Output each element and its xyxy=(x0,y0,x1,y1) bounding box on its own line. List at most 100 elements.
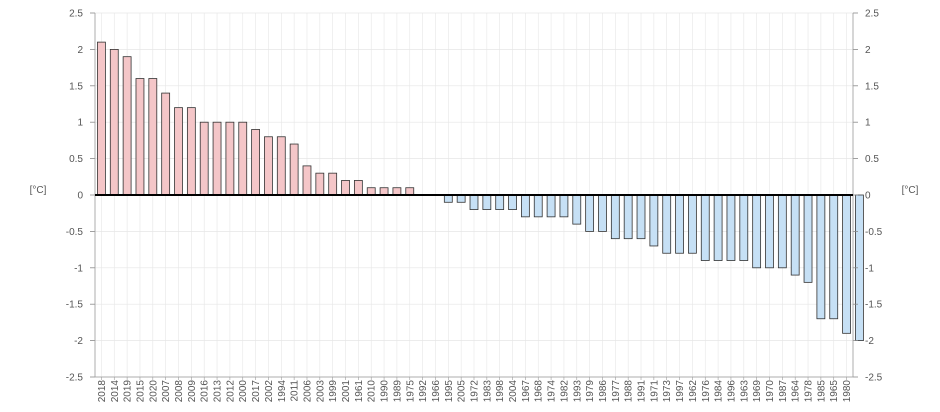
bar-1965 xyxy=(829,194,839,320)
x-tick-label-1991: 1991 xyxy=(637,380,648,403)
x-tick-label-1969: 1969 xyxy=(752,380,763,403)
y-tick-label-left: 1.5 xyxy=(69,81,83,92)
bar-2003 xyxy=(315,172,325,196)
bar-1973 xyxy=(662,194,672,254)
x-tick-label-1984: 1984 xyxy=(714,380,725,403)
x-tick-label-1982: 1982 xyxy=(559,380,570,403)
x-tick-label-1998: 1998 xyxy=(495,380,506,403)
bar-1979 xyxy=(585,194,595,232)
x-tick-label-1966: 1966 xyxy=(431,380,442,403)
x-tick-label-2008: 2008 xyxy=(174,380,185,403)
x-tick-label-2014: 2014 xyxy=(110,380,121,403)
bar-1998 xyxy=(495,194,505,210)
x-tick-label-2004: 2004 xyxy=(508,380,519,403)
bar-1985 xyxy=(816,194,826,320)
axes xyxy=(90,12,858,380)
bars xyxy=(97,41,864,342)
bar-1970 xyxy=(765,194,774,269)
x-tick-label-2012: 2012 xyxy=(225,380,236,403)
bar-1982 xyxy=(559,194,569,218)
bar-1961 xyxy=(353,180,363,196)
bar-1995 xyxy=(443,194,453,203)
x-tick-label-2013: 2013 xyxy=(213,380,224,403)
x-tick-label-1963: 1963 xyxy=(739,380,750,403)
y-tick-label-right: -2.5 xyxy=(865,373,883,384)
y-axis-unit-label-right: [°C] xyxy=(902,185,919,196)
x-tick-label-2016: 2016 xyxy=(200,380,211,403)
bar-1988 xyxy=(623,194,633,240)
y-tick-label-right: -2 xyxy=(865,336,874,347)
y-tick-label-right: -1.5 xyxy=(865,300,883,311)
x-tick-label-2017: 2017 xyxy=(251,380,262,403)
bar-1978 xyxy=(803,194,813,283)
y-axis-unit-label-left: [°C] xyxy=(30,185,47,196)
x-tick-label-1993: 1993 xyxy=(572,380,583,403)
x-tick-label-2001: 2001 xyxy=(341,380,352,403)
bar-1989 xyxy=(392,187,402,196)
bar-1971 xyxy=(649,194,659,247)
bar-1984 xyxy=(713,194,723,261)
x-tick-label-2010: 2010 xyxy=(367,380,378,403)
x-tick-label-1962: 1962 xyxy=(688,380,699,403)
x-tick-label-2019: 2019 xyxy=(123,380,134,403)
y-tick-label-right: 2 xyxy=(865,45,871,56)
y-tick-label-left: 2.5 xyxy=(69,9,83,20)
bar-2019 xyxy=(122,56,132,196)
x-tick-label-1997: 1997 xyxy=(675,380,686,403)
bar-1993 xyxy=(572,194,582,225)
y-tick-label-right: -1 xyxy=(865,263,874,274)
x-tick-label-1983: 1983 xyxy=(482,380,493,403)
bar-2015 xyxy=(135,78,145,196)
y-tick-label-right: -0.5 xyxy=(865,227,883,238)
x-tick-label-1961: 1961 xyxy=(354,380,365,403)
bar-2013 xyxy=(212,121,222,196)
x-tick-label-2015: 2015 xyxy=(135,380,146,403)
bar-1999 xyxy=(328,172,338,196)
y-tick-label-left: -2 xyxy=(74,336,83,347)
bar-1974 xyxy=(546,194,556,218)
x-tick-label-1973: 1973 xyxy=(662,380,673,403)
x-tick-label-1988: 1988 xyxy=(624,380,635,403)
bar-2000 xyxy=(238,121,248,196)
y-tick-label-right: 1 xyxy=(865,118,871,129)
y-tick-label-left: -1.5 xyxy=(66,300,84,311)
x-tick-label-1971: 1971 xyxy=(649,380,660,403)
y-tick-label-left: 2 xyxy=(77,45,83,56)
x-tick-label-1964: 1964 xyxy=(791,380,802,403)
bar-2017 xyxy=(251,129,260,196)
bar-1968 xyxy=(533,194,543,218)
y-tick-label-left: -1 xyxy=(74,263,83,274)
bar-2011 xyxy=(289,143,299,196)
x-tick-label-2020: 2020 xyxy=(148,380,159,403)
x-tick-label-1995: 1995 xyxy=(444,380,455,403)
x-tick-label-1994: 1994 xyxy=(277,380,288,403)
bar-1980 xyxy=(842,194,851,334)
bar-2020 xyxy=(148,78,158,196)
bar-2001 xyxy=(341,180,350,196)
x-tick-label-1978: 1978 xyxy=(804,380,815,403)
x-tick-label-1972: 1972 xyxy=(470,380,481,403)
x-tick-label-1980: 1980 xyxy=(842,380,853,403)
bar-2012 xyxy=(225,121,235,196)
x-tick-label-2002: 2002 xyxy=(264,380,275,403)
bar-2007 xyxy=(161,92,171,196)
bar-2018 xyxy=(97,41,106,196)
x-tick-label-1999: 1999 xyxy=(328,380,339,403)
x-tick-label-1987: 1987 xyxy=(778,380,789,403)
x-tick-label-1965: 1965 xyxy=(829,380,840,403)
bar-2004 xyxy=(508,194,517,210)
bar-2005 xyxy=(456,194,466,203)
bar-2014 xyxy=(109,49,119,196)
y-tick-label-left: 0.5 xyxy=(69,154,83,165)
bar-1962 xyxy=(688,194,697,254)
x-tick-label-1989: 1989 xyxy=(392,380,403,403)
x-tick-label-2018: 2018 xyxy=(97,380,108,403)
bar-2016 xyxy=(199,121,209,196)
x-tick-label-1967: 1967 xyxy=(521,380,532,403)
x-tick-label-1979: 1979 xyxy=(585,380,596,403)
labels: 2.5 2.5 2 2 1.5 1.5 1 1 0.5 0.5 0 0 -0.5 -0.5 -1 -1 -1.5… xyxy=(30,9,919,403)
bar-1997 xyxy=(675,194,684,254)
bar-2010 xyxy=(366,187,376,196)
